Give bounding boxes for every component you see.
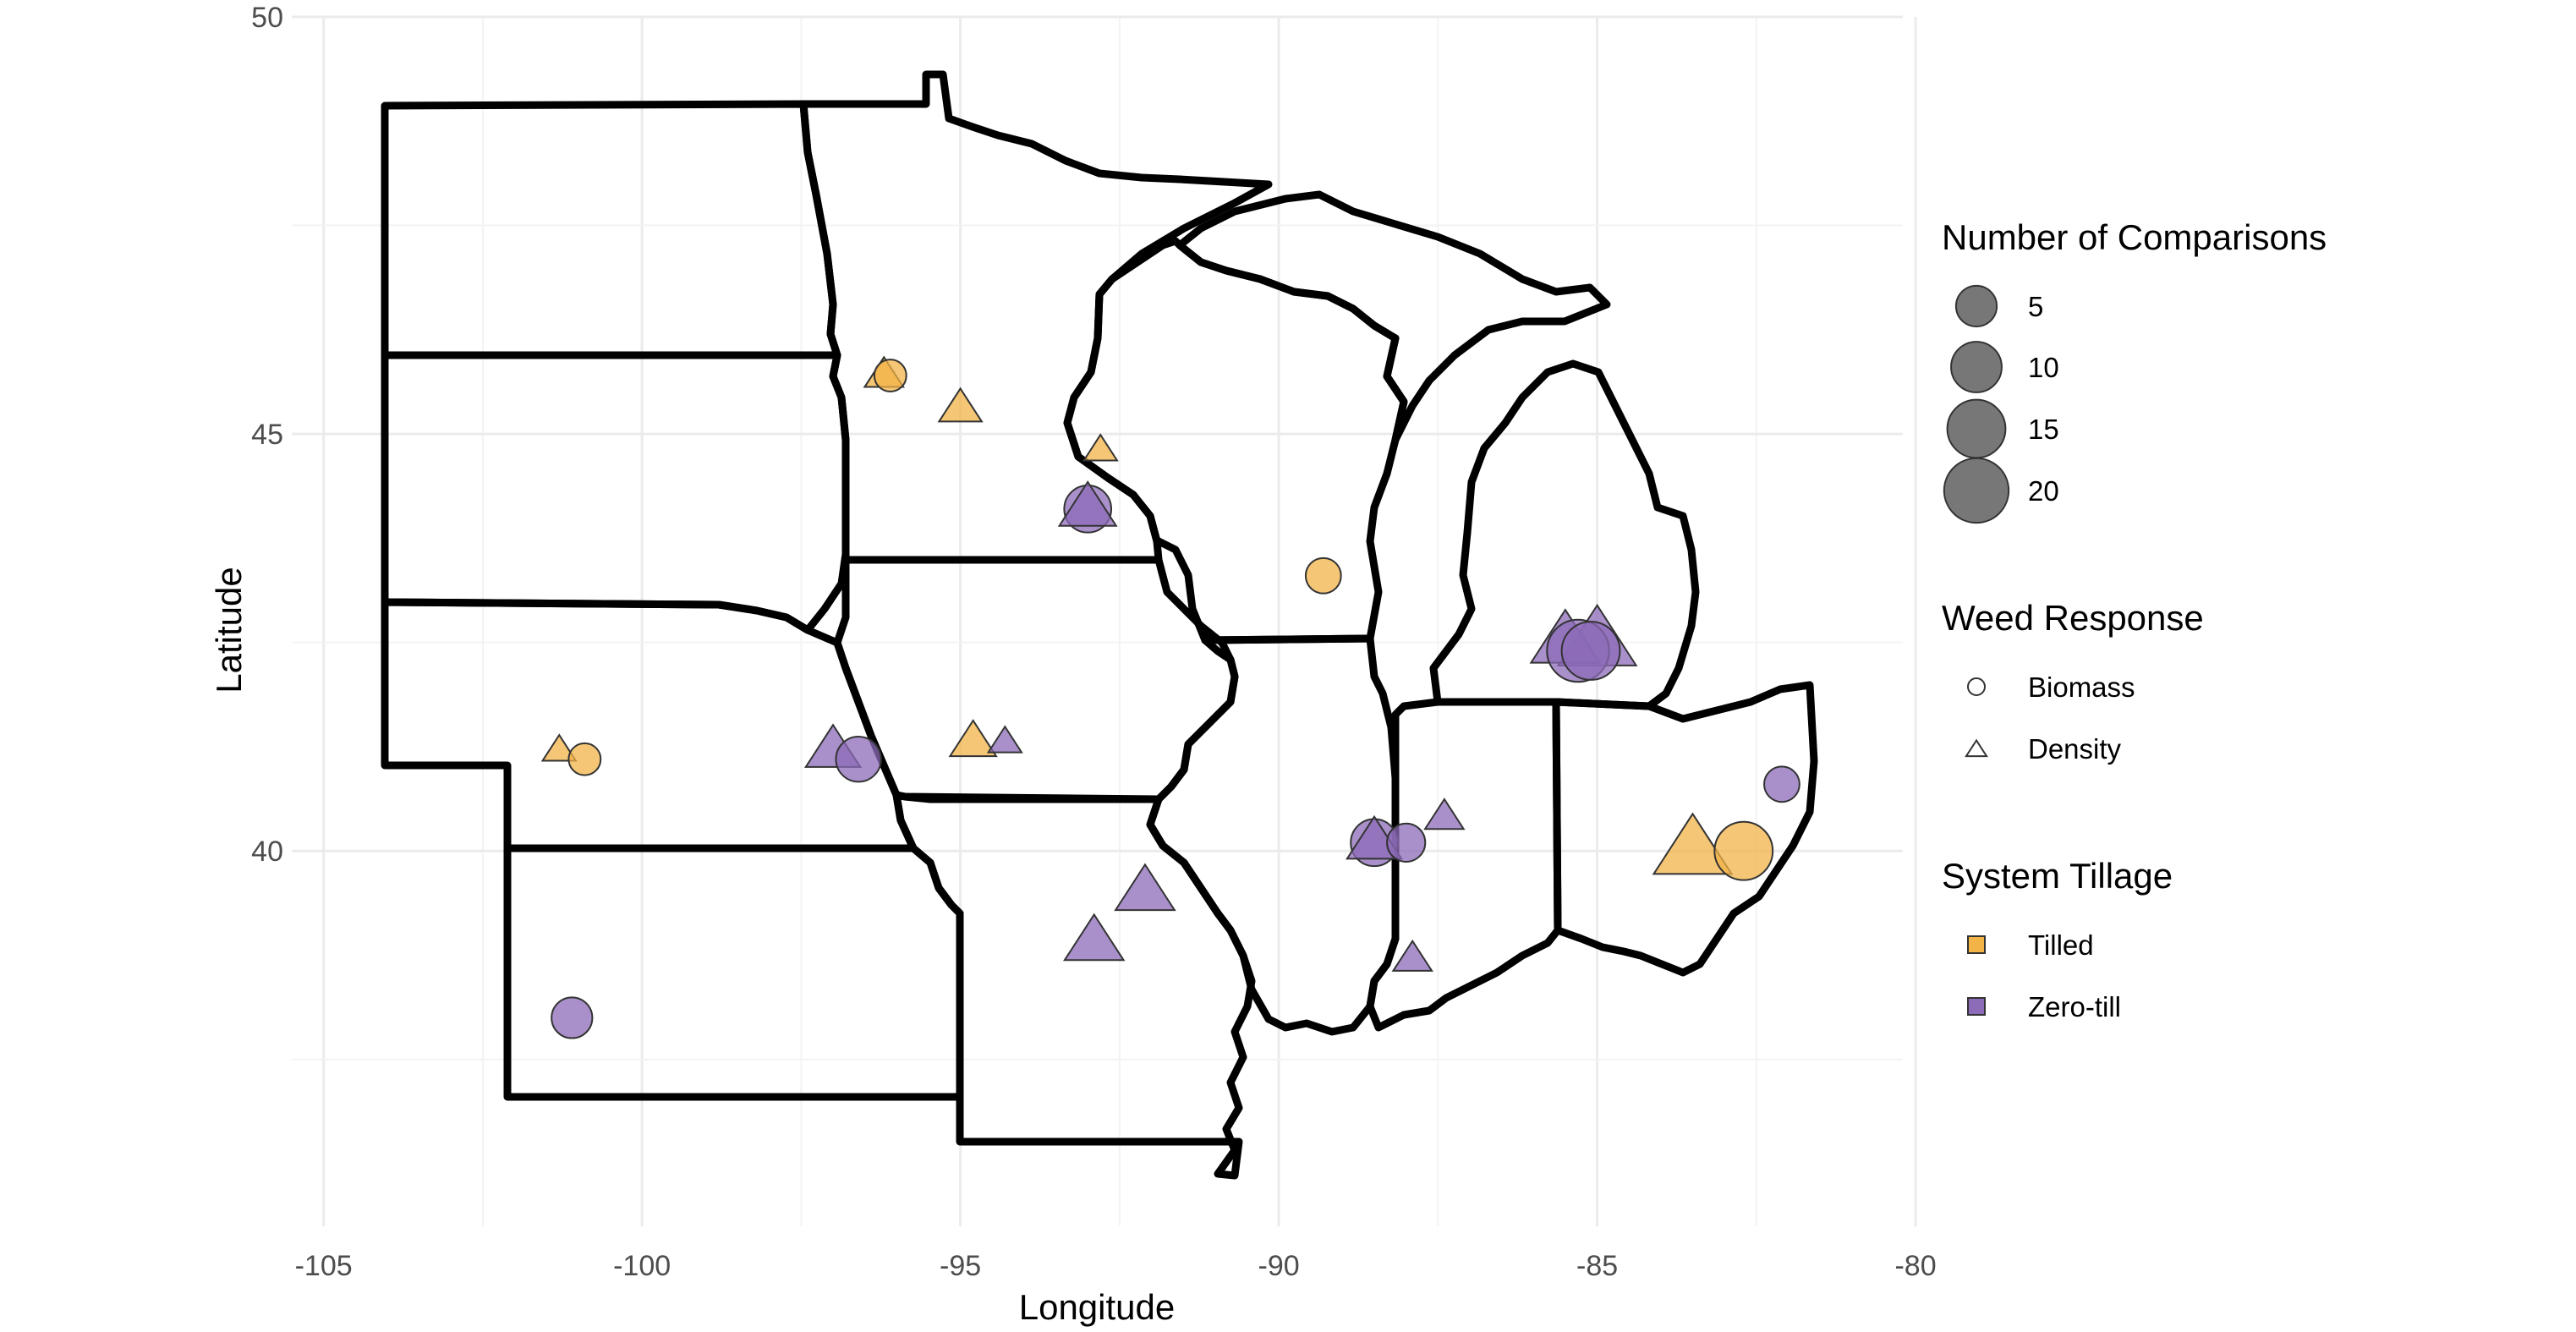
y-tick-label: 45 [251, 419, 283, 451]
legend-shape-label: Biomass [2028, 671, 2135, 703]
state-wisconsin [1063, 237, 1408, 644]
x-tick-label: -80 [1894, 1250, 1936, 1282]
point-density [1652, 812, 1734, 875]
point-density [986, 725, 1023, 754]
legend-size-title: Number of Comparisons [1942, 217, 2327, 257]
state-indiana [1366, 698, 1562, 1032]
state-michigan-upper [1176, 190, 1611, 444]
state-south-dakota [381, 351, 850, 634]
legend-size-key [1954, 284, 1998, 328]
y-axis-ticks: 40 45 50 [251, 2, 283, 868]
state-iowa [833, 556, 1239, 803]
point-biomass [1304, 556, 1342, 595]
point-biomass [873, 359, 907, 392]
point-density [1423, 798, 1466, 830]
point-biomass [1763, 765, 1800, 803]
legend-shape-label: Density [2028, 733, 2122, 765]
legend-size-key [1943, 457, 2010, 524]
point-biomass [567, 742, 602, 776]
x-tick-label: -85 [1576, 1250, 1618, 1282]
state-ohio [1552, 681, 1818, 977]
legend-size-label: 20 [2028, 475, 2059, 507]
point-density [1082, 433, 1119, 462]
legend-fill-key [1967, 935, 1986, 954]
x-axis-title: Longitude [1019, 1287, 1176, 1327]
point-density [1391, 939, 1433, 972]
state-borders [381, 70, 1818, 1180]
legend-shape: Weed Response Biomass Density [1942, 598, 2204, 765]
point-density [937, 386, 984, 423]
point-density [948, 719, 998, 758]
x-tick-label: -90 [1258, 1250, 1300, 1282]
point-biomass [1560, 621, 1621, 681]
state-north-dakota [381, 100, 841, 359]
data-points [540, 355, 1800, 1039]
legend: Number of Comparisons 5 10 15 20 Weed Respo… [1942, 217, 2327, 1022]
point-density [540, 733, 578, 762]
legend-fill-label: Zero-till [2028, 991, 2121, 1022]
point-density [1114, 863, 1176, 912]
y-tick-label: 50 [251, 2, 283, 34]
point-density [1057, 480, 1118, 527]
axes: -105 -100 -95 -90 -85 -80 40 45 50 Longitude La… [209, 2, 1937, 1327]
legend-size-label: 10 [2028, 352, 2059, 383]
legend-size-label: 5 [2028, 291, 2043, 322]
x-axis-ticks: -105 -100 -95 -90 -85 -80 [295, 1250, 1937, 1282]
state-michigan-lower [1429, 359, 1700, 710]
state-minnesota [799, 70, 1273, 564]
x-tick-label: -105 [295, 1250, 353, 1282]
legend-fill: System Tillage Tilled Zero-till [1942, 856, 2173, 1022]
point-density [1062, 913, 1126, 962]
legend-fill-label: Tilled [2028, 929, 2094, 961]
legend-size: Number of Comparisons 5 10 15 20 [1942, 217, 2327, 524]
x-tick-label: -100 [613, 1250, 671, 1282]
legend-size-key [1950, 341, 2003, 393]
point-biomass [1386, 822, 1427, 863]
legend-fill-key [1967, 997, 1986, 1016]
y-axis-title: Latitude [209, 567, 249, 693]
point-biomass [835, 736, 882, 783]
point-biomass [551, 996, 594, 1039]
gridlines [292, 15, 1917, 1226]
legend-fill-title: System Tillage [1942, 856, 2173, 896]
y-tick-label: 40 [251, 836, 283, 868]
legend-size-key [1946, 398, 2007, 459]
legend-shape-title: Weed Response [1942, 598, 2204, 638]
legend-size-label: 15 [2028, 414, 2059, 445]
legend-shape-key [1965, 738, 1988, 758]
point-biomass [1713, 820, 1774, 881]
legend-shape-key [1967, 677, 1986, 696]
x-tick-label: -95 [940, 1250, 981, 1282]
